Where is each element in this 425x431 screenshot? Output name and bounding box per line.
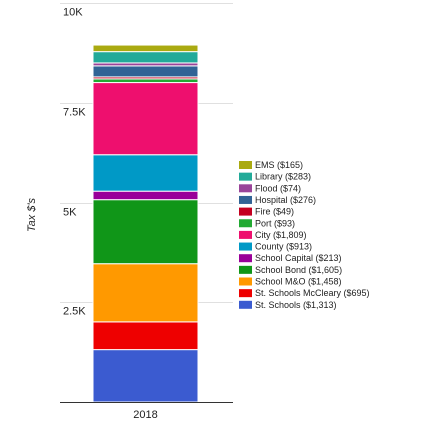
y-tick-label: 7.5K <box>63 107 86 119</box>
bar-segment[interactable] <box>92 190 199 201</box>
legend-swatch <box>239 230 252 239</box>
legend-swatch <box>239 254 252 263</box>
legend-swatch <box>239 172 252 181</box>
axes: 2.5K 5K 7.5K 10K 2018 Tax $'s <box>26 7 233 421</box>
legend-label: Library ($283) <box>255 172 311 182</box>
legend-label: City ($1,809) <box>255 230 307 240</box>
bar-segment[interactable] <box>92 44 199 53</box>
bar-stack <box>92 44 199 403</box>
legend: EMS ($165) Library ($283)Flood ($74) Hospi… <box>239 160 370 310</box>
bar-segment[interactable] <box>92 78 199 84</box>
legend-swatch <box>239 195 252 204</box>
legend-label: County ($913) <box>255 242 312 252</box>
legend-swatch <box>239 300 252 309</box>
legend-item[interactable]: Hospital ($276) <box>239 195 316 205</box>
bar-segment[interactable] <box>92 51 199 64</box>
legend-item[interactable]: City ($1,809) <box>239 230 307 240</box>
legend-item[interactable]: School M&O ($1,458) <box>239 277 342 287</box>
legend-label: EMS ($165) <box>255 160 303 170</box>
legend-label: St. Schools ($1,313) <box>255 300 337 310</box>
legend-item[interactable]: EMS ($165) <box>239 160 303 170</box>
legend-item[interactable]: Flood ($74) <box>239 183 301 193</box>
legend-swatch <box>239 184 252 193</box>
legend-swatch <box>239 242 252 251</box>
bar-segment[interactable] <box>92 263 199 323</box>
legend-swatch <box>239 161 252 169</box>
y-axis-title: Tax $'s <box>26 197 38 232</box>
legend-swatch <box>239 289 252 298</box>
legend-item[interactable]: St. Schools ($1,313) <box>239 300 337 310</box>
legend-swatch <box>239 219 252 228</box>
legend-item[interactable]: Port ($93) <box>239 218 295 228</box>
legend-item[interactable]: St. Schools McCleary ($695) <box>239 288 370 298</box>
legend-label: School M&O ($1,458) <box>255 277 342 287</box>
legend-swatch <box>239 265 252 274</box>
legend-swatch <box>239 277 252 286</box>
legend-label: St. Schools McCleary ($695) <box>255 288 370 298</box>
legend-item[interactable]: Fire ($49) <box>239 207 294 217</box>
legend-item[interactable]: School Bond ($1,605) <box>239 265 342 275</box>
bar-segment[interactable] <box>92 349 199 403</box>
bar-segment[interactable] <box>92 82 199 156</box>
bar-segment[interactable] <box>92 154 199 192</box>
legend-label: Fire ($49) <box>255 207 294 217</box>
y-tick-label: 10K <box>63 7 83 19</box>
legend-item[interactable]: Library ($283) <box>239 172 311 182</box>
legend-item[interactable]: County ($913) <box>239 242 312 252</box>
legend-label: Port ($93) <box>255 218 295 228</box>
x-tick-label: 2018 <box>133 409 157 421</box>
legend-label: School Bond ($1,605) <box>255 265 342 275</box>
y-tick-label: 2.5K <box>63 306 86 318</box>
legend-label: Flood ($74) <box>255 183 301 193</box>
legend-item[interactable]: School Capital ($213) <box>239 253 342 263</box>
y-tick-label: 5K <box>63 207 77 219</box>
bar-segment[interactable] <box>92 321 199 351</box>
bar-segment[interactable] <box>92 199 199 265</box>
bar-segment[interactable] <box>92 65 199 78</box>
legend-label: School Capital ($213) <box>255 253 342 263</box>
legend-label: Hospital ($276) <box>255 195 316 205</box>
legend-swatch <box>239 207 252 216</box>
